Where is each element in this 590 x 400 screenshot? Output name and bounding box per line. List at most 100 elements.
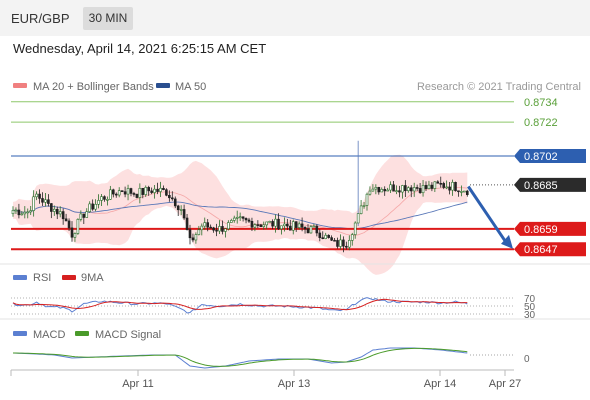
x-tick-label: Apr 27	[489, 378, 521, 390]
x-tick-label: Apr 13	[278, 378, 310, 390]
candle-body	[235, 216, 239, 219]
candle-body	[286, 223, 289, 227]
support-label: 0.8647	[524, 244, 558, 256]
signal-legend-swatch	[75, 331, 89, 336]
candle-body	[241, 216, 245, 219]
candle-body	[171, 197, 174, 200]
candle-body	[162, 187, 165, 191]
candle-body	[445, 186, 448, 189]
candle-body	[247, 219, 251, 222]
candle-body	[38, 193, 41, 199]
candle-body	[244, 218, 248, 221]
candle-body	[197, 229, 201, 235]
candle-body	[274, 218, 277, 227]
candle-body	[114, 193, 118, 196]
candle-body	[333, 239, 336, 242]
candle-body	[350, 234, 354, 241]
candle-body	[91, 203, 94, 210]
candle-body	[412, 187, 416, 192]
candle-body	[85, 211, 89, 218]
candle-body	[409, 187, 413, 192]
macd-panel: 0	[12, 347, 530, 369]
rsi-legend-swatch	[13, 275, 27, 280]
candle-body	[297, 223, 301, 228]
candle-body	[52, 208, 56, 212]
candle-body	[11, 210, 15, 215]
candle-body	[454, 182, 457, 192]
candle-body	[392, 184, 395, 192]
candle-body	[203, 222, 207, 227]
candle-body	[44, 199, 47, 203]
candle-body	[386, 189, 389, 192]
candle-body	[433, 181, 437, 189]
candle-body	[377, 187, 381, 193]
candle-body	[106, 199, 109, 201]
candle-body	[185, 217, 189, 230]
rsi-line	[12, 297, 468, 314]
candle-body	[182, 209, 186, 219]
candle-body	[359, 205, 363, 214]
candle-body	[88, 203, 91, 212]
candle-body	[70, 227, 74, 238]
candle-body	[404, 185, 407, 192]
price-panel: 0.8734 0.8722 0.8702 0.8685 0.8659 0.8647	[11, 97, 586, 275]
candle-body	[321, 237, 325, 239]
candle-body	[371, 188, 375, 192]
candle-body	[109, 189, 112, 200]
ma9-legend-label: 9MA	[81, 272, 104, 284]
candle-body	[356, 213, 360, 224]
candle-body	[97, 200, 100, 205]
candle-body	[306, 228, 310, 234]
candle-body	[463, 190, 466, 193]
candle-body	[206, 222, 209, 228]
support-label-bg	[514, 221, 586, 236]
ma50-legend-label: MA 50	[175, 81, 206, 93]
candle-body	[374, 187, 378, 190]
timeframe-button[interactable]: 30 MIN	[83, 7, 133, 30]
macd-legend-label: MACD	[33, 329, 65, 341]
candle-body	[168, 195, 171, 199]
x-tick-label: Apr 14	[424, 378, 456, 390]
candle-body	[55, 208, 59, 215]
candle-body	[291, 221, 295, 231]
pair-label: EUR/GBP	[11, 11, 70, 26]
candle-body	[318, 232, 322, 238]
candle-body	[309, 226, 313, 234]
resistance-label: 0.8722	[524, 117, 558, 129]
candle-body	[50, 203, 53, 212]
candle-body	[421, 185, 425, 194]
candle-body	[460, 191, 463, 193]
candle-body	[120, 190, 124, 192]
candle-body	[339, 239, 342, 247]
candle-body	[179, 209, 183, 211]
candle-body	[353, 222, 357, 235]
candle-body	[227, 222, 230, 230]
candle-body	[451, 182, 454, 191]
candle-body	[17, 209, 21, 216]
candle-body	[67, 220, 71, 229]
macd-tick-label: 0	[524, 354, 530, 365]
candle-body	[82, 213, 86, 218]
candle-body	[259, 224, 263, 227]
candle-body	[457, 190, 460, 193]
candle-body	[418, 188, 422, 194]
candle-body	[73, 233, 77, 238]
candle-body	[20, 213, 24, 216]
candle-body	[424, 185, 428, 190]
candle-body	[401, 185, 404, 193]
candle-body	[362, 205, 366, 207]
candle-body	[436, 181, 440, 184]
candle-body	[103, 196, 106, 200]
candle-body	[395, 190, 398, 192]
candle-body	[23, 211, 27, 215]
rsi-legend-label: RSI	[33, 272, 51, 284]
candle-body	[188, 229, 192, 239]
chart-date: Wednesday, April 14, 2021 6:25:15 AM CET	[13, 41, 267, 56]
macd-signal-line	[13, 347, 468, 367]
candle-body	[159, 187, 162, 192]
candle-body	[144, 187, 148, 195]
candle-body	[224, 228, 227, 232]
candle-body	[327, 234, 330, 238]
